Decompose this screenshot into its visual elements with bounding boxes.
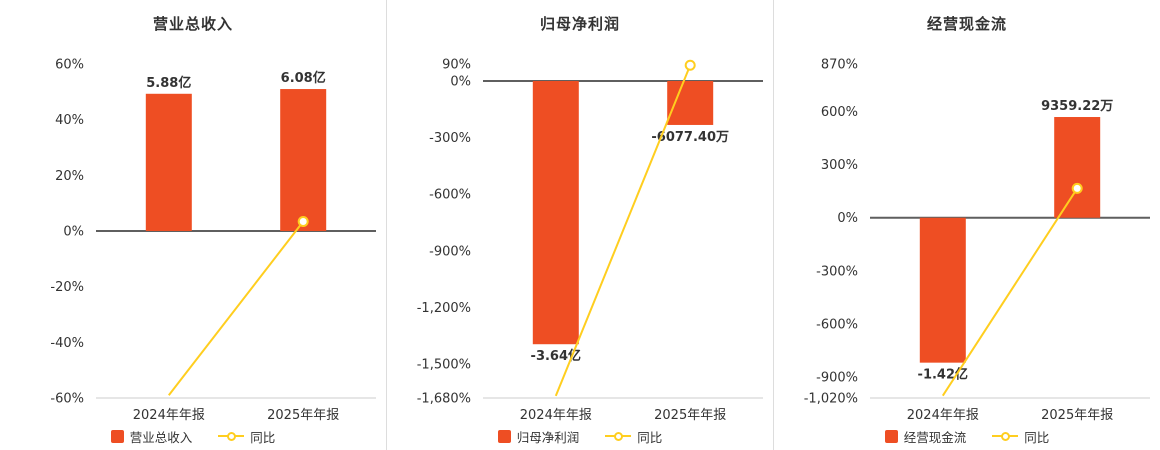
y-tick-label: -300% [816,264,858,279]
bar-swatch-icon [110,429,124,443]
y-tick-label: -40% [50,336,84,351]
x-category-label: 2024年年报 [133,408,205,423]
yoy-line-marker-icon [992,431,1019,442]
y-tick-label: -300% [429,131,471,146]
bar [532,80,579,345]
y-tick-label: 600% [821,105,858,120]
y-tick-label: -60% [50,392,84,407]
y-tick-label: -20% [50,280,84,295]
legend-item-revenue-bar: 营业总收入 [110,427,193,446]
y-tick-label: 870% [821,58,858,73]
chart-title-revenue: 营业总收入 [152,15,233,33]
cash-flow-plot: 870% 600% 300% 0% -300% -600% -900% -1,020% -1.4… [804,58,1150,423]
yoy-line-marker-icon [218,431,245,442]
bar-value-label: -1.42亿 [918,367,968,383]
chart-title-cash-flow: 经营现金流 [926,15,1007,33]
legend-label: 归母净利润 [516,429,580,445]
chart-panel-cash-flow: 经营现金流 870% 600% 300% 0% -300% -600% -900% -1,02… [773,0,1160,450]
yoy-dot-icon [1000,431,1010,441]
x-category-label: 2025年年报 [267,408,339,423]
yoy-marker [684,59,696,71]
y-tick-label: -1,200% [417,301,471,316]
bar-value-label: 9359.22万 [1041,99,1113,114]
y-tick-label: -900% [429,244,471,259]
yoy-marker [1071,182,1083,194]
x-category-label: 2025年年报 [1041,408,1113,423]
legend-label: 营业总收入 [129,429,193,445]
yoy-dot-icon [613,431,623,441]
y-tick-label: -600% [429,188,471,203]
revenue-legend: 营业总收入 同比 [0,426,386,446]
legend-item-net-profit-yoy: 同比 [605,427,662,446]
legend-label: 同比 [1024,429,1050,445]
y-tick-label: -900% [816,370,858,385]
yoy-line [168,220,304,396]
cash-flow-legend: 经营现金流 同比 [774,426,1160,446]
y-tick-label: 40% [55,113,84,128]
y-tick-label: 90% [442,58,471,73]
legend-item-cash-flow-bar: 经营现金流 [884,427,967,446]
y-tick-label: -1,680% [417,392,471,407]
chart-panel-net-profit: 归母净利润 90% 0% -300% -600% -900% -1,200% -1,500%… [386,0,773,450]
legend-item-net-profit-bar: 归母净利润 [497,427,580,446]
y-tick-label: -1,500% [417,358,471,373]
x-category-label: 2024年年报 [907,408,979,423]
bar-swatch-icon [497,429,511,443]
bar-value-label: -3.64亿 [531,348,581,364]
legend-item-cash-flow-yoy: 同比 [992,427,1049,446]
legend-label: 同比 [250,429,276,445]
bar [919,217,966,363]
x-category-label: 2024年年报 [520,408,592,423]
bar-value-label: 6.08亿 [281,70,326,86]
yoy-line-marker-icon [605,431,632,442]
chart-title-net-profit: 归母净利润 [539,15,620,33]
legend-label: 同比 [637,429,663,445]
bar-value-label: -6077.40万 [651,130,729,145]
yoy-line [941,187,1079,397]
y-tick-label: 20% [55,169,84,184]
yoy-dot-icon [226,431,236,441]
legend-label: 经营现金流 [903,429,967,445]
y-tick-label: 0% [837,211,858,226]
bar [280,89,327,231]
bar-swatch-icon [884,429,898,443]
yoy-marker [297,216,309,228]
y-tick-label: 0% [450,74,471,89]
chart-panel-revenue: 营业总收入 60% 40% 20% 0% -20% -40% -60% 5.88亿 6.08亿 2… [0,0,386,450]
legend-item-revenue-yoy: 同比 [218,427,275,446]
y-tick-label: -1,020% [804,392,858,407]
y-tick-label: 0% [63,225,84,240]
net-profit-legend: 归母净利润 同比 [387,426,773,446]
bar [145,93,192,231]
revenue-plot: 60% 40% 20% 0% -20% -40% -60% 5.88亿 6.08亿 2024年年报… [50,58,376,423]
yoy-line [554,64,692,397]
y-tick-label: 60% [55,58,84,73]
y-tick-label: -600% [816,317,858,332]
net-profit-plot: 90%0% -300% -600% -900% -1,200% -1,500% -1,680… [417,58,763,423]
bar-value-label: 5.88亿 [146,75,191,91]
x-category-label: 2025年年报 [654,408,726,423]
y-tick-label: 300% [821,158,858,173]
bar [1054,117,1101,218]
